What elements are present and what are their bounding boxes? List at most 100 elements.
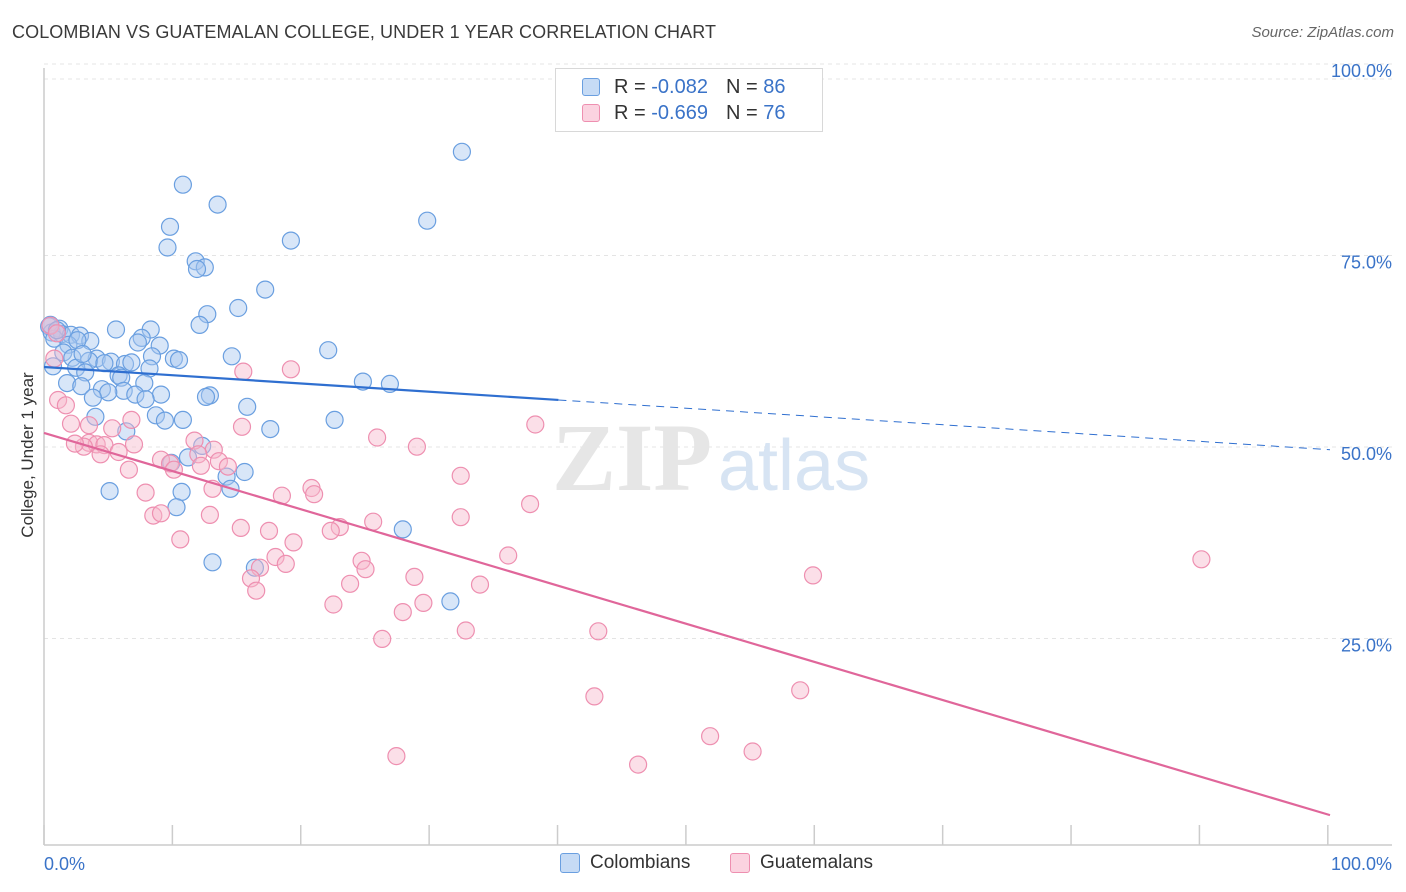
data-point [276,554,295,574]
legend-r-value: -0.669 [651,101,708,124]
data-point [190,315,209,334]
data-point [284,533,303,552]
data-point [232,417,252,436]
source-label: Source: ZipAtlas.com [1251,24,1394,41]
data-point [470,575,490,594]
trend-line-guatemalans [43,431,1331,817]
data-point [73,344,92,364]
legend-swatch-guatemalans [582,104,600,122]
data-point [266,547,285,567]
grid-lines [44,63,1392,639]
data-point [319,341,338,360]
y-tick-label: 75.0% [1341,253,1392,273]
data-point [103,419,122,438]
legend-row-colombians: R = -0.082 N = 86 [582,75,785,99]
data-point [151,504,171,523]
data-point [151,385,171,404]
data-point [235,462,254,482]
data-point [186,252,205,271]
data-point [114,381,133,400]
legend-n-label: N = [725,101,758,124]
data-point [119,460,138,479]
data-point [589,622,608,641]
data-point [405,567,424,587]
series-colombians [39,142,471,611]
axes [43,68,1392,846]
data-point [191,456,210,475]
trend-lines [43,365,1331,817]
data-point [99,383,118,402]
data-point [261,420,280,439]
data-point [456,621,475,640]
data-point [325,410,344,429]
data-point [585,687,604,706]
data-point [281,360,300,379]
watermark-zip: ZIP [552,404,712,511]
data-point [407,437,426,456]
data-point [72,377,91,396]
data-point [196,387,216,406]
legend-n-value: 86 [763,75,786,98]
data-point [259,521,279,541]
data-point [234,362,253,381]
data-point [229,298,248,318]
data-point [305,485,324,504]
data-point [200,505,219,525]
data-point [203,553,222,572]
data-point [628,755,648,774]
data-point [54,343,73,362]
data-point [208,195,227,214]
trend-line-colombians-extension [558,399,1331,451]
data-point [353,372,372,391]
chart-title: COLOMBIAN VS GUATEMALAN COLLEGE, UNDER 1… [12,22,717,42]
series-legend: Colombians Guatemalans [0,852,1406,878]
legend-swatch-colombians [582,78,600,96]
data-point [441,592,460,611]
legend-swatch-guatemalans [730,853,750,873]
data-point [387,746,406,766]
data-point [189,445,208,464]
y-tick-label: 50.0% [1341,444,1392,464]
data-point [451,466,470,485]
data-point [187,259,207,279]
data-point [256,280,275,299]
data-point [341,574,360,593]
data-point [128,333,147,352]
data-point [100,482,119,501]
data-point [499,546,518,565]
data-point [218,457,237,476]
watermark-atlas: atlas [718,426,870,506]
data-point [393,602,412,622]
data-point [57,374,77,393]
data-point [160,217,180,236]
data-point [173,175,192,194]
data-point [324,595,343,614]
data-point [106,320,126,339]
data-point [167,498,186,517]
data-point [245,558,264,577]
data-point [122,410,141,429]
data-point [803,566,823,585]
data-point [418,211,437,230]
data-point [122,353,141,372]
data-point [238,397,257,416]
data-point [452,142,471,161]
data-point [393,520,412,539]
series-guatemalans [41,316,1211,774]
data-point [364,512,383,531]
data-point [171,530,190,549]
correlation-legend: R = -0.082 N = 86 R = -0.669 N = 76 [555,68,823,132]
data-point [79,416,99,435]
y-tick-label: 100.0% [1331,61,1392,81]
data-point [321,521,340,541]
data-point [47,324,67,343]
data-point [209,452,228,471]
legend-item-colombians[interactable]: Colombians [560,852,690,874]
legend-item-guatemalans[interactable]: Guatemalans [730,852,873,874]
data-point [352,551,371,570]
legend-label-guatemalans: Guatemalans [760,852,874,873]
data-point [791,681,810,700]
data-point [83,388,103,407]
legend-label-colombians: Colombians [590,852,691,873]
